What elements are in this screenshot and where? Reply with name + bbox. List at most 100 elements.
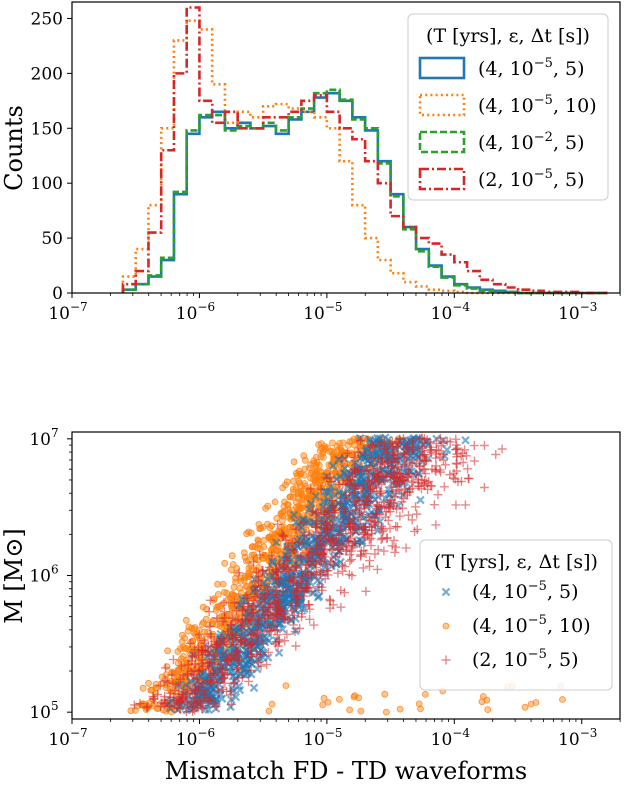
scatter-point (394, 462, 404, 472)
histogram-legend-swatch (418, 93, 466, 117)
scatter-point (197, 645, 207, 655)
scatter-point (209, 637, 219, 647)
scatter-point (407, 515, 417, 525)
scatter-point (181, 707, 191, 717)
scatter-point (145, 679, 152, 687)
scatter-point (281, 536, 291, 546)
scatter-point (289, 477, 297, 485)
scatter-point (350, 453, 360, 463)
scatter-point (325, 473, 335, 483)
scatter-legend-marker (441, 587, 451, 597)
scatter-point (290, 627, 300, 637)
scatter-point (445, 437, 455, 447)
scatter-point (245, 657, 254, 667)
scatter-point (338, 566, 348, 576)
scatter-point (182, 644, 190, 652)
scatter-point (305, 604, 315, 614)
scatter-point (185, 638, 195, 648)
scatter-point (330, 508, 340, 518)
scatter-point (264, 623, 274, 633)
scatter-point (278, 563, 288, 573)
scatter-point (453, 477, 463, 487)
scatter-point (260, 613, 270, 623)
scatter-point (350, 506, 360, 516)
scatter-point (288, 578, 298, 588)
scatter-point (249, 543, 257, 550)
histogram-x-tick-label: 10−5 (303, 300, 342, 324)
scatter-point (364, 535, 374, 545)
scatter-point (400, 459, 410, 469)
scatter-point (392, 504, 402, 514)
scatter-point (367, 522, 377, 532)
scatter-point (260, 543, 268, 551)
scatter-point (223, 656, 233, 666)
scatter-point (226, 695, 236, 704)
scatter-point (218, 617, 228, 627)
scatter-point (404, 510, 414, 520)
scatter-point (284, 506, 292, 513)
scatter-point (441, 587, 451, 597)
scatter-point (230, 598, 240, 608)
scatter-point (212, 659, 222, 669)
scatter-point (396, 705, 404, 713)
scatter-point (371, 478, 381, 488)
histogram-x-tick-label: 10−7 (48, 300, 87, 324)
scatter-point (407, 458, 417, 468)
scatter-point (271, 533, 279, 540)
scatter-point (222, 669, 232, 679)
histogram-y-tick-label: 100 (31, 174, 63, 194)
scatter-point (334, 530, 344, 540)
scatter-point (218, 649, 228, 659)
scatter-point (407, 436, 417, 446)
scatter-point (257, 593, 267, 603)
scatter-x-tick-label: 10−7 (48, 726, 87, 750)
scatter-point (255, 540, 263, 548)
scatter-point (290, 588, 300, 598)
scatter-point (283, 542, 293, 552)
histogram-legend-label: (4, 10−2, 5) (478, 130, 585, 154)
scatter-point (282, 682, 290, 689)
scatter-point (335, 696, 343, 703)
scatter-point (356, 435, 366, 445)
scatter-point (298, 496, 306, 504)
scatter-point (344, 441, 352, 449)
scatter-point (497, 444, 507, 454)
scatter-point (389, 535, 399, 545)
scatter-point (262, 660, 272, 670)
scatter-point (382, 708, 390, 716)
scatter-point (277, 529, 287, 539)
scatter-point (395, 469, 405, 479)
scatter-point (304, 553, 314, 563)
scatter-point (239, 621, 249, 631)
scatter-point (281, 583, 291, 593)
scatter-point (337, 453, 347, 463)
scatter-point (180, 691, 190, 701)
scatter-point (259, 589, 269, 599)
scatter-point (415, 700, 423, 708)
scatter-point (289, 573, 299, 583)
scatter-point (377, 453, 387, 463)
scatter-point (435, 433, 445, 443)
scatter-point (238, 604, 248, 614)
scatter-point (168, 679, 178, 689)
scatter-point (187, 669, 197, 679)
scatter-point (325, 603, 335, 613)
scatter-point (285, 613, 295, 623)
scatter-point (270, 625, 280, 635)
scatter-point (395, 511, 405, 521)
scatter-point (188, 624, 195, 632)
scatter-point (377, 521, 387, 531)
scatter-point (188, 650, 198, 660)
scatter-point (216, 602, 224, 610)
scatter-legend-title: (T [yrs], ε, Δt [s]) (434, 551, 598, 573)
scatter-point (158, 673, 166, 681)
scatter-point (221, 559, 229, 567)
scatter-point (214, 591, 222, 598)
scatter-point (218, 674, 228, 684)
scatter-point (312, 547, 322, 557)
scatter-point (294, 488, 302, 496)
scatter-point (139, 684, 147, 692)
scatter-point (347, 519, 357, 529)
scatter-point (313, 458, 321, 466)
scatter-point (366, 533, 376, 543)
